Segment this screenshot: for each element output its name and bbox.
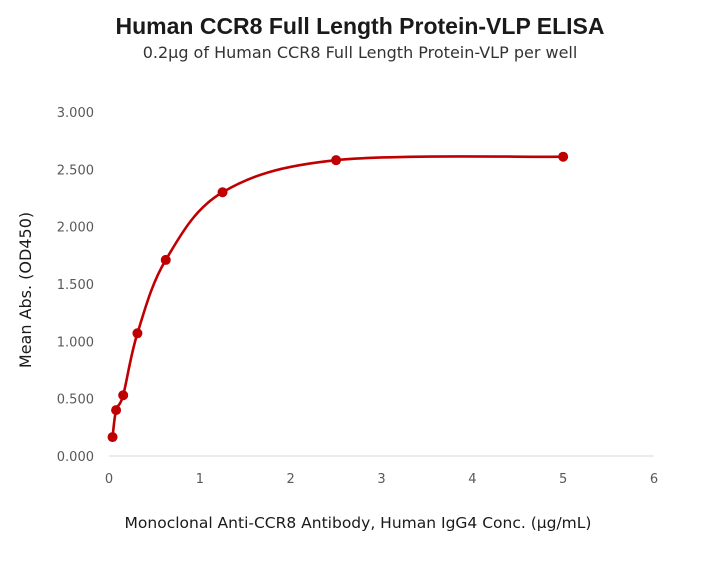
x-axis-label: Monoclonal Anti-CCR8 Antibody, Human IgG… bbox=[125, 514, 592, 532]
chart-subtitle: 0.2μg of Human CCR8 Full Length Protein-… bbox=[143, 43, 578, 62]
y-tick-label: 0.000 bbox=[57, 450, 94, 465]
data-point bbox=[331, 155, 342, 166]
x-tick-label: 6 bbox=[650, 472, 658, 487]
data-point bbox=[558, 151, 569, 162]
data-point bbox=[107, 432, 118, 443]
y-tick-label: 0.500 bbox=[57, 393, 94, 408]
x-tick-label: 4 bbox=[468, 472, 476, 487]
data-point bbox=[111, 405, 122, 416]
y-tick-labels: 0.000 0.500 1.000 1.500 2.000 2.500 3.000 bbox=[57, 106, 94, 465]
y-axis-label: Mean Abs. (OD450) bbox=[16, 212, 35, 368]
x-tick-label: 5 bbox=[559, 472, 567, 487]
x-tick-label: 1 bbox=[196, 472, 204, 487]
y-tick-label: 2.000 bbox=[57, 221, 94, 236]
y-tick-label: 2.500 bbox=[57, 163, 94, 178]
data-point bbox=[160, 254, 171, 265]
data-point bbox=[217, 187, 228, 198]
y-tick-label: 1.000 bbox=[57, 335, 94, 350]
data-point bbox=[132, 328, 143, 339]
x-tick-label: 2 bbox=[287, 472, 295, 487]
series-line bbox=[111, 155, 564, 438]
x-tick-label: 3 bbox=[377, 472, 385, 487]
y-tick-label: 3.000 bbox=[57, 106, 94, 121]
data-point bbox=[118, 390, 129, 401]
x-tick-labels: 0 1 2 3 4 5 6 bbox=[105, 472, 658, 487]
series-layer bbox=[107, 151, 569, 443]
y-tick-label: 1.500 bbox=[57, 278, 94, 293]
x-tick-label: 0 bbox=[105, 472, 113, 487]
chart-title: Human CCR8 Full Length Protein-VLP ELISA bbox=[116, 13, 605, 39]
